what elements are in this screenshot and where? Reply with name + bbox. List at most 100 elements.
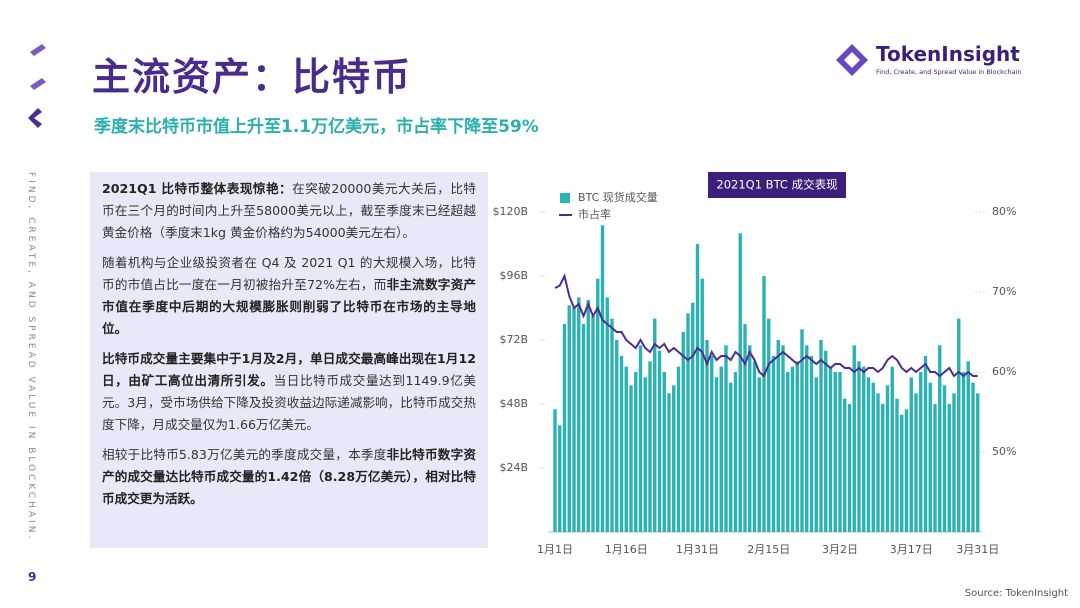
bar [885,385,890,532]
source: Source: TokenInsight [964,588,1068,599]
bar [705,340,709,532]
x-tick-label: 3月2日 [822,543,858,556]
bar [862,366,866,532]
bar [923,356,928,532]
bar [814,377,818,532]
text-segment: 相较于比特币5.83万亿美元的季度成交量，本季度 [102,447,387,462]
bar [819,340,823,532]
bar [809,356,814,532]
line [554,273,978,378]
bar [824,350,828,532]
x-tick-label: 3月17日 [890,543,933,556]
bar [771,356,776,532]
y-tick-label: $48B [499,397,528,410]
y-tick-label: $120B [492,205,528,218]
text-segment: 当日比特币成交量达到1149.9亿美元。3月，受市场供给下降及投资收益边际递减影… [102,373,476,432]
bar [605,297,609,532]
bar [596,278,600,532]
bar [648,361,652,532]
bar [695,244,700,532]
paragraph: 比特币成交量主要集中于1月及2月，单日成交最高峰出现在1月12日，由矿工高位出清… [102,348,476,436]
bar [657,350,662,532]
bar [828,366,833,532]
bar [871,382,875,532]
bar [629,385,633,532]
x-tick-label: 1月16日 [605,543,648,556]
bar [733,372,738,532]
legend-label: BTC 现货成交量 [578,190,658,204]
bar [653,318,657,532]
bar [957,318,961,532]
y-tick-label: $24B [499,461,528,474]
bar [738,233,742,533]
bar [686,313,690,532]
bar [729,382,733,532]
bar [847,404,852,532]
bar [586,300,590,532]
bar [562,324,567,532]
bar [553,409,557,532]
y2-tick-label: 70% [992,285,1016,298]
bar [691,302,695,532]
bar [881,404,885,532]
bar [600,225,605,533]
bar [714,377,719,532]
bar [795,361,799,532]
text-box: 2021Q1 比特币整体表现惊艳：在突破20000美元大关后，比特币在三个月的时… [90,172,488,548]
subtitle: 季度末比特币市值上升至1.1万亿美元，市占率下降至59% [94,117,539,137]
bar [933,404,937,532]
x-tick-label: 3月31日 [956,543,999,556]
bar [904,409,909,532]
bar [638,345,643,532]
x-tick-label: 2月15日 [747,543,790,556]
chart-title: 2021Q1 BTC 成交表现 [716,178,837,192]
bar [909,377,913,532]
bar [572,308,576,532]
bar [838,372,842,532]
bar [942,385,947,532]
bar [786,372,790,532]
bar [900,414,904,532]
bar [591,316,595,532]
bar [619,356,624,532]
bar [615,340,619,532]
paragraph: 2021Q1 比特币整体表现惊艳：在突破20000美元大关后，比特币在三个月的时… [102,178,476,244]
bar [971,382,975,532]
bar [700,278,704,532]
bar [743,324,747,532]
bar [938,345,942,532]
legend-swatch [560,193,570,203]
bar [643,377,647,532]
legend-label: 市占率 [578,207,611,221]
bar [624,366,628,532]
x-tick-label: 1月31日 [676,543,719,556]
bar [672,385,676,532]
bar [676,366,681,532]
page-number: 9 [28,570,37,584]
bar [767,318,771,532]
bar [976,393,980,532]
bar [857,361,861,532]
bar [752,361,757,532]
bar [805,345,809,532]
bar [952,393,956,532]
logo-mark [836,44,868,76]
y-tick-label: $96B [499,269,528,282]
paragraph: 相较于比特币5.83万亿美元的季度成交量，本季度非比特币数字资产的成交量达比特币… [102,444,476,510]
bar [762,276,766,532]
bar [710,356,714,532]
bar [681,332,685,532]
bar [662,372,666,532]
bar [757,377,761,532]
side-text: FIND, CREATE, AND SPREAD VALUE IN BLOCKC… [26,172,36,542]
bar [919,372,923,532]
bar [833,372,837,532]
bar [914,393,918,532]
bar [567,305,571,532]
bar [961,372,966,532]
bar [866,377,871,532]
text-segment: 随着机构与企业级投资者在 Q4 及 2021 Q1 的大规模入场，比特币的市值占… [102,255,476,292]
bar [876,393,880,532]
bar [776,340,780,532]
